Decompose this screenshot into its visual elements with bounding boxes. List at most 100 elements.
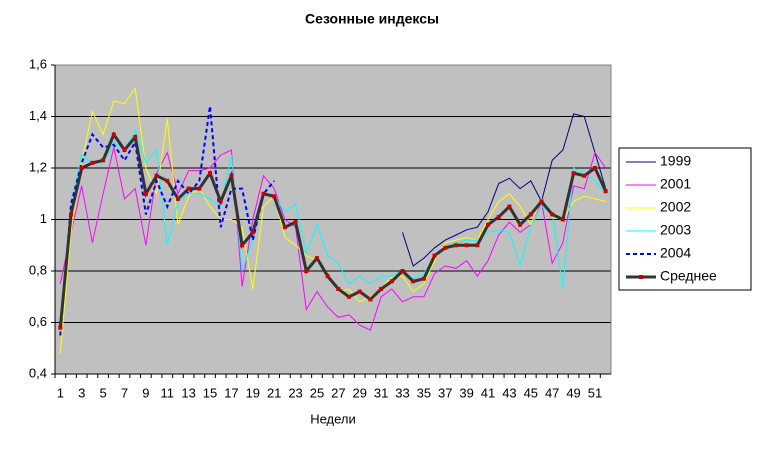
x-tick-label: 45: [524, 385, 538, 400]
point-marker: [496, 214, 501, 219]
x-tick-label: 3: [78, 385, 85, 400]
x-tick-label: 5: [99, 385, 106, 400]
point-marker: [325, 274, 330, 279]
series-line: [59, 147, 607, 331]
point-marker: [518, 222, 523, 227]
x-tick-label: 25: [310, 385, 324, 400]
point-marker: [154, 173, 159, 178]
point-marker: [400, 269, 405, 273]
point-marker: [208, 171, 213, 176]
point-marker: [421, 276, 426, 281]
point-marker: [304, 269, 309, 273]
x-tick-label: 21: [267, 385, 281, 400]
point-marker: [368, 297, 373, 302]
x-tick-label: 35: [417, 385, 431, 400]
legend: [618, 147, 752, 291]
point-marker: [69, 212, 74, 217]
point-marker: [539, 199, 544, 204]
x-tick-label: 31: [374, 385, 388, 400]
point-marker: [592, 166, 597, 170]
x-tick-label: 1: [57, 385, 64, 400]
point-marker: [229, 173, 234, 178]
point-marker: [550, 212, 555, 217]
y-tick-label: 0,8: [29, 262, 47, 277]
legend-label: 1999: [660, 153, 691, 169]
x-tick-label: 39: [459, 385, 473, 400]
x-axis-label: Недели: [310, 411, 356, 426]
x-tick-label: 7: [121, 385, 128, 400]
point-marker: [560, 217, 565, 222]
point-marker: [175, 196, 180, 201]
legend-label: 2002: [660, 199, 691, 215]
point-marker: [582, 173, 587, 178]
legend-label: 2003: [660, 222, 691, 238]
series-line: [402, 113, 607, 267]
y-tick-label: 1: [40, 211, 47, 226]
x-tick-label: 49: [566, 385, 580, 400]
point-marker: [186, 186, 191, 191]
point-marker: [528, 212, 533, 217]
point-marker: [464, 243, 469, 248]
x-tick-label: 29: [352, 385, 366, 400]
x-tick-label: 17: [224, 385, 238, 400]
point-marker: [314, 256, 319, 261]
point-marker: [486, 222, 491, 227]
point-marker: [261, 191, 266, 196]
legend-label: Среднее: [660, 268, 717, 284]
series-line: [59, 128, 607, 323]
point-marker: [122, 147, 127, 152]
legend-label: 2004: [660, 245, 691, 261]
point-marker: [218, 199, 223, 204]
point-marker: [475, 243, 480, 248]
y-tick-label: 1,4: [29, 108, 47, 123]
point-marker: [240, 243, 245, 248]
x-tick-label: 11: [161, 385, 175, 400]
point-marker: [336, 287, 341, 292]
series-line: [59, 106, 275, 336]
y-tick-label: 1,2: [29, 159, 47, 174]
x-tick-label: 47: [545, 385, 559, 400]
y-tick-label: 0,6: [29, 314, 47, 329]
x-tick-label: 37: [438, 385, 452, 400]
point-marker: [571, 171, 576, 176]
point-marker: [111, 132, 116, 137]
x-tick-label: 27: [331, 385, 345, 400]
point-marker: [197, 186, 202, 191]
point-marker: [603, 189, 608, 194]
point-marker: [443, 245, 448, 250]
x-tick-label: 51: [588, 385, 602, 400]
point-marker: [453, 243, 458, 248]
point-marker: [507, 204, 512, 209]
series-line: [58, 131, 608, 328]
point-marker: [133, 135, 138, 140]
point-marker: [101, 158, 106, 163]
x-tick-label: 33: [395, 385, 409, 400]
point-marker: [272, 194, 277, 199]
legend-marker: [639, 275, 643, 279]
x-tick-label: 23: [288, 385, 302, 400]
x-tick-label: 9: [142, 385, 149, 400]
point-marker: [282, 225, 287, 230]
y-tick-label: 1,6: [29, 56, 47, 71]
point-marker: [357, 289, 362, 294]
chart-title: Сезонные индексы: [305, 11, 439, 27]
legend-label: 2001: [660, 176, 691, 192]
point-marker: [58, 325, 63, 330]
x-tick-label: 43: [502, 385, 516, 400]
point-marker: [411, 279, 416, 284]
x-tick-label: 41: [481, 385, 495, 400]
x-tick-label: 13: [181, 385, 195, 400]
point-marker: [347, 294, 352, 299]
point-marker: [379, 287, 384, 292]
x-tick-label: 19: [246, 385, 260, 400]
point-marker: [389, 279, 394, 284]
point-marker: [165, 178, 170, 183]
point-marker: [90, 160, 95, 165]
point-marker: [79, 166, 84, 170]
point-marker: [143, 191, 148, 196]
point-marker: [250, 230, 255, 235]
y-tick-label: 0,4: [29, 365, 47, 380]
point-marker: [432, 253, 437, 258]
x-tick-label: 15: [203, 385, 217, 400]
